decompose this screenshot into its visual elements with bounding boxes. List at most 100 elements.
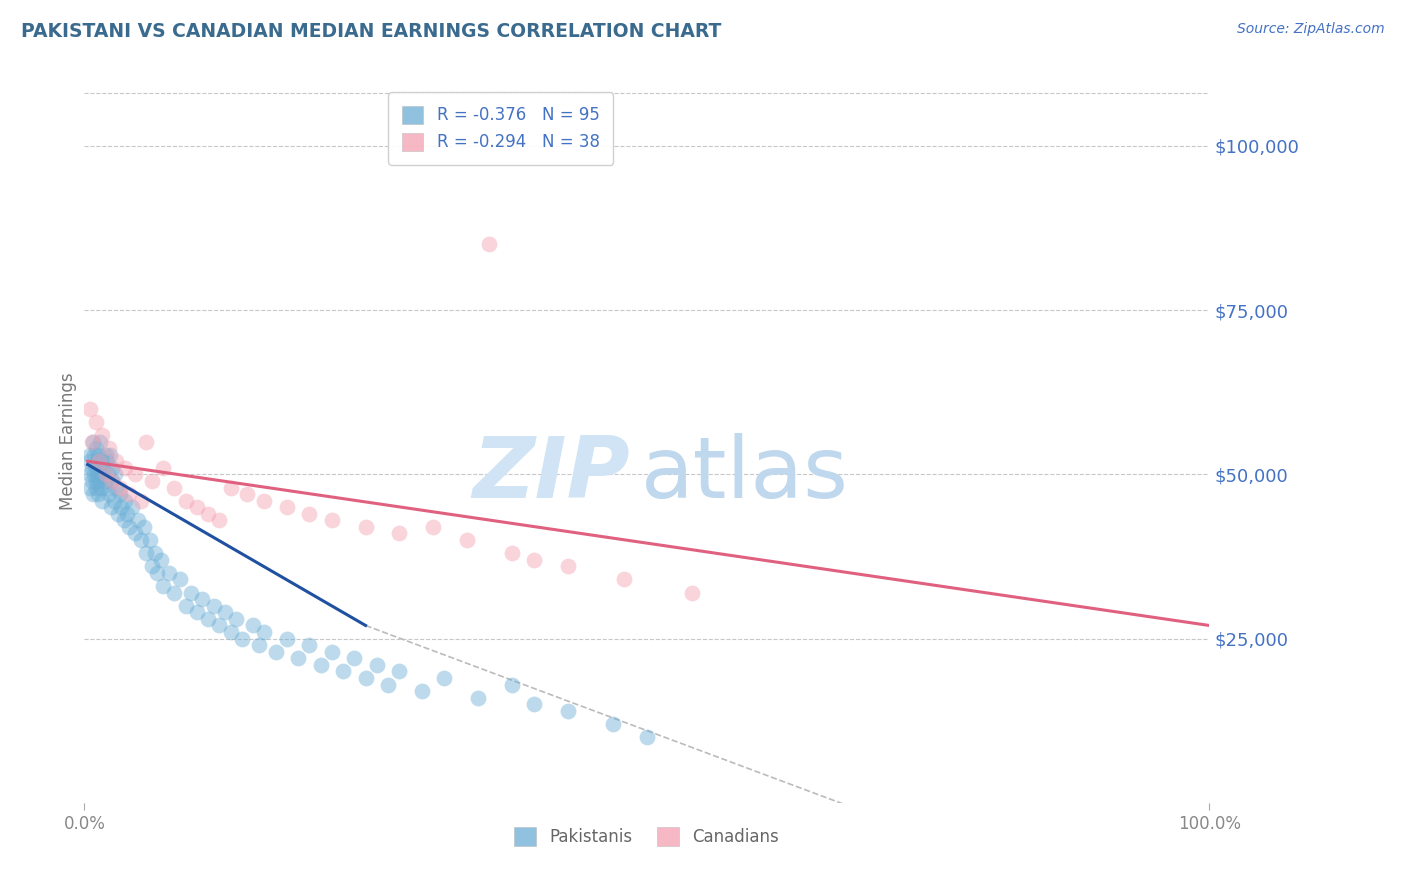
Point (321, 513, 343, 527)
Point (146, 566, 169, 580)
Point (433, 671, 456, 685)
Point (93, 460, 115, 475)
Point (87, 487, 110, 501)
Point (354, 520, 377, 534)
Point (82, 434, 104, 449)
Point (84, 460, 107, 475)
Point (87, 448, 110, 462)
Text: PAKISTANI VS CANADIAN MEDIAN EARNINGS CORRELATION CHART: PAKISTANI VS CANADIAN MEDIAN EARNINGS CO… (21, 22, 721, 41)
Point (157, 566, 180, 580)
Point (197, 612, 219, 626)
Point (82, 474, 104, 488)
Point (309, 657, 332, 672)
Point (681, 585, 703, 599)
Point (91, 454, 114, 468)
Point (89, 434, 111, 449)
Point (97, 467, 120, 482)
Point (104, 467, 127, 482)
Point (96, 481, 118, 495)
Point (79, 401, 101, 416)
Point (636, 730, 658, 744)
Point (152, 579, 174, 593)
Point (174, 599, 197, 613)
Point (202, 599, 225, 613)
Point (124, 526, 146, 541)
Point (208, 618, 231, 632)
Point (143, 546, 166, 560)
Point (169, 573, 191, 587)
Point (100, 500, 122, 515)
Point (354, 671, 377, 685)
Point (79, 454, 101, 468)
Point (110, 500, 132, 515)
Point (132, 520, 155, 534)
Point (90, 481, 112, 495)
Point (94, 448, 117, 462)
Point (129, 533, 152, 547)
Point (118, 520, 141, 534)
Point (101, 474, 124, 488)
Point (186, 605, 208, 619)
Point (214, 605, 236, 619)
Point (115, 507, 138, 521)
Point (135, 434, 157, 449)
Point (91, 428, 114, 442)
Legend: Pakistanis, Canadians: Pakistanis, Canadians (501, 814, 793, 860)
Point (163, 585, 186, 599)
Point (186, 500, 208, 515)
Point (107, 507, 129, 521)
Point (287, 651, 309, 665)
Point (84, 415, 107, 429)
Point (98, 448, 121, 462)
Point (129, 493, 152, 508)
Point (501, 677, 523, 691)
Point (82, 487, 104, 501)
Point (478, 237, 501, 252)
Point (236, 487, 259, 501)
Point (231, 632, 253, 646)
Point (149, 553, 172, 567)
Point (124, 467, 146, 482)
Point (197, 507, 219, 521)
Point (135, 546, 157, 560)
Point (411, 684, 433, 698)
Text: Source: ZipAtlas.com: Source: ZipAtlas.com (1237, 22, 1385, 37)
Point (82, 434, 104, 449)
Point (86, 467, 108, 482)
Point (84, 481, 107, 495)
Point (247, 638, 270, 652)
Point (103, 493, 125, 508)
Point (79, 448, 101, 462)
Point (104, 454, 127, 468)
Point (276, 632, 298, 646)
Point (118, 487, 141, 501)
Point (456, 533, 478, 547)
Point (298, 507, 321, 521)
Point (276, 500, 298, 515)
Point (86, 454, 108, 468)
Point (343, 651, 366, 665)
Point (138, 533, 160, 547)
Point (219, 625, 242, 640)
Point (422, 520, 444, 534)
Point (602, 717, 624, 731)
Point (96, 454, 118, 468)
Point (94, 467, 117, 482)
Point (332, 665, 354, 679)
Point (163, 481, 186, 495)
Text: ZIP: ZIP (472, 433, 630, 516)
Point (87, 474, 110, 488)
Point (298, 638, 321, 652)
Point (557, 559, 579, 574)
Point (388, 526, 411, 541)
Point (101, 474, 124, 488)
Point (91, 493, 114, 508)
Point (114, 493, 136, 508)
Point (93, 474, 115, 488)
Point (219, 481, 242, 495)
Point (264, 645, 287, 659)
Point (83, 467, 105, 482)
Point (613, 573, 636, 587)
Point (523, 553, 546, 567)
Point (253, 625, 276, 640)
